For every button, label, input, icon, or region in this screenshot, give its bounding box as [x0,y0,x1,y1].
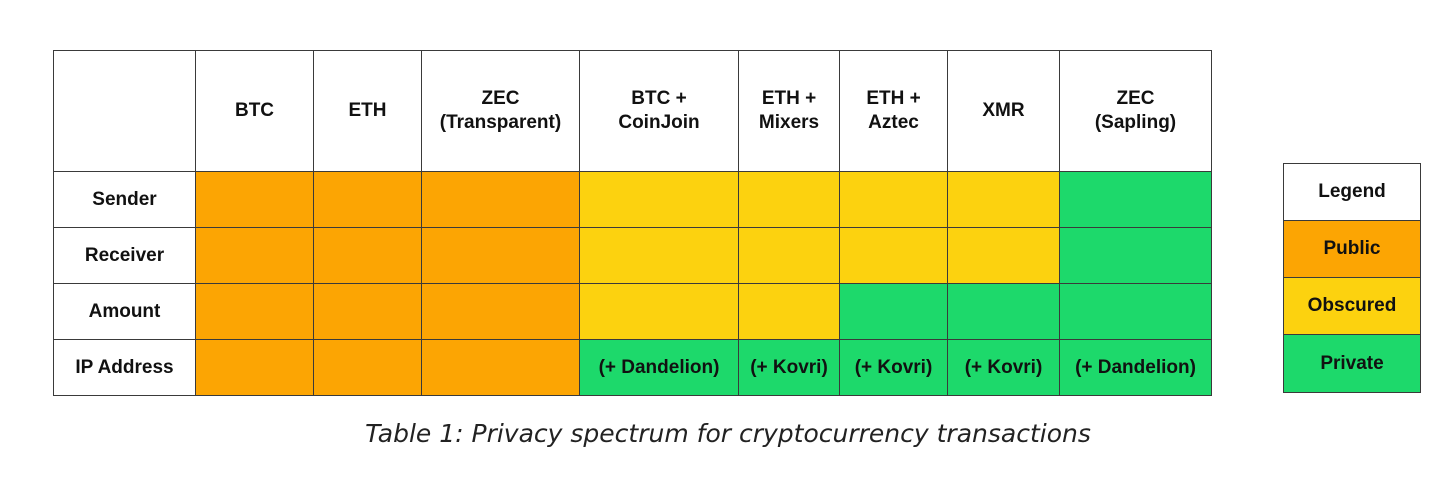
column-header-label: XMR [982,100,1025,121]
status-cell [839,283,948,340]
column-header: BTC + CoinJoin [579,50,739,172]
table-row: IP Address (+ Dandelion) (+ Kovri) (+ Ko… [53,339,1212,396]
status-cell [195,283,314,340]
status-cell [579,227,739,284]
column-header-label: BTC + CoinJoin [618,88,700,133]
column-header-label: ETH + Mixers [758,88,820,133]
status-cell [839,171,948,228]
status-cell [579,171,739,228]
column-header-label: ETH [348,100,387,121]
status-cell [313,227,422,284]
column-header: ZEC (Transparent) [421,50,580,172]
status-cell [195,339,314,396]
privacy-table: BTC ETH ZEC (Transparent) BTC + CoinJoin… [53,50,1212,396]
status-cell [313,339,422,396]
legend-item-obscured: Obscured [1284,278,1420,335]
status-cell: (+ Kovri) [839,339,948,396]
column-header: XMR [947,50,1060,172]
table-row: Receiver [53,227,1212,284]
row-label: Sender [53,171,196,228]
legend-item-public: Public [1284,221,1420,278]
column-header-label: ZEC (Sapling) [1094,88,1177,133]
status-cell [421,283,580,340]
legend-item-private: Private [1284,335,1420,392]
column-header-label: BTC [234,100,275,121]
status-cell [839,227,948,284]
row-label: Receiver [53,227,196,284]
status-cell [738,171,840,228]
column-header: ETH [313,50,422,172]
status-cell [738,283,840,340]
status-cell [1059,227,1212,284]
column-header-label: ZEC (Transparent) [439,88,562,133]
status-cell [421,227,580,284]
status-cell [1059,171,1212,228]
column-header-label: ETH + Aztec [866,88,921,133]
status-cell [738,227,840,284]
row-label: IP Address [53,339,196,396]
status-cell: (+ Dandelion) [579,339,739,396]
table-row: Sender [53,171,1212,228]
legend-title: Legend [1284,164,1420,221]
status-cell [1059,283,1212,340]
status-cell [313,283,422,340]
status-cell [313,171,422,228]
status-cell [195,227,314,284]
column-header: ETH + Aztec [839,50,948,172]
table-row: Amount [53,283,1212,340]
column-header: ETH + Mixers [738,50,840,172]
column-header: BTC [195,50,314,172]
status-cell: (+ Kovri) [738,339,840,396]
status-cell [947,171,1060,228]
status-cell [195,171,314,228]
status-cell [421,171,580,228]
status-cell [579,283,739,340]
column-header: ZEC (Sapling) [1059,50,1212,172]
status-cell [947,227,1060,284]
corner-cell [53,50,196,172]
table-caption: Table 1: Privacy spectrum for cryptocurr… [365,419,1091,448]
row-label: Amount [53,283,196,340]
status-cell: (+ Kovri) [947,339,1060,396]
status-cell: (+ Dandelion) [1059,339,1212,396]
status-cell [421,339,580,396]
status-cell [947,283,1060,340]
header-row: BTC ETH ZEC (Transparent) BTC + CoinJoin… [53,50,1212,172]
legend: Legend Public Obscured Private [1283,163,1421,393]
